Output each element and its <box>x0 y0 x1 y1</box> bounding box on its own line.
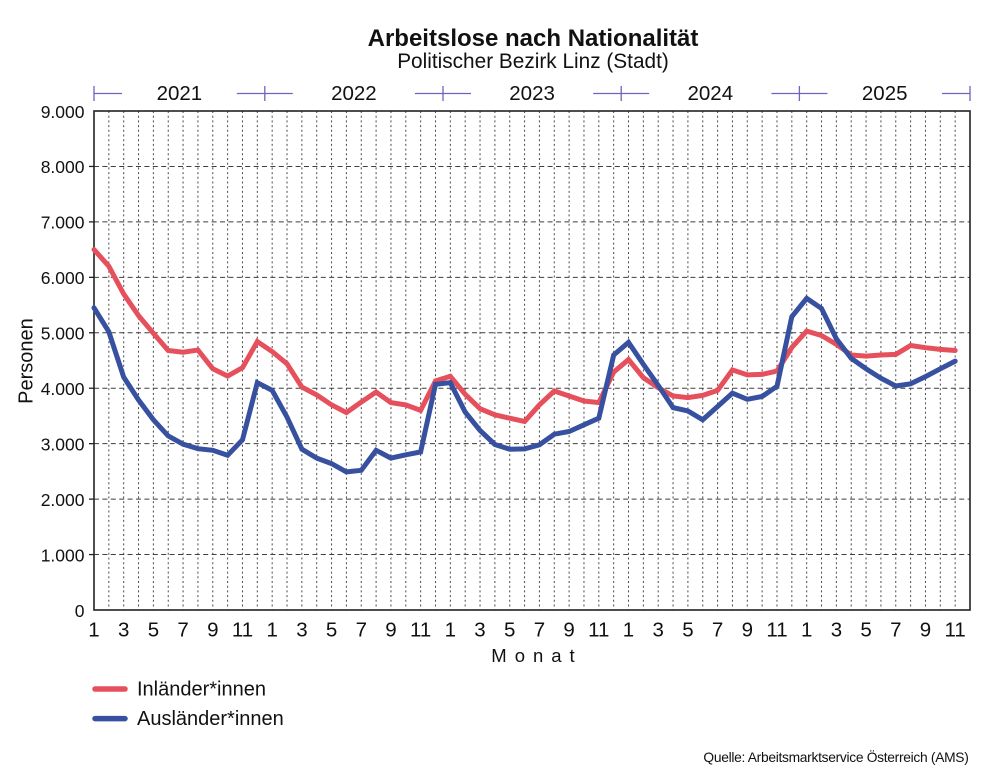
svg-text:8.000: 8.000 <box>41 157 85 177</box>
svg-text:2024: 2024 <box>687 82 733 105</box>
svg-text:Inländer*innen: Inländer*innen <box>137 679 266 701</box>
svg-text:7: 7 <box>356 619 367 642</box>
svg-text:9: 9 <box>207 619 218 642</box>
svg-text:11: 11 <box>588 619 609 642</box>
svg-text:5.000: 5.000 <box>41 324 85 344</box>
svg-text:Politischer Bezirk Linz (Stadt: Politischer Bezirk Linz (Stadt) <box>397 50 669 73</box>
svg-text:5: 5 <box>682 619 693 642</box>
svg-text:Monat: Monat <box>491 645 582 666</box>
svg-text:1: 1 <box>88 619 99 642</box>
svg-text:0: 0 <box>75 601 85 621</box>
svg-text:3: 3 <box>296 619 307 642</box>
svg-text:7.000: 7.000 <box>41 213 85 233</box>
svg-text:9.000: 9.000 <box>41 102 85 122</box>
svg-text:6.000: 6.000 <box>41 268 85 288</box>
svg-text:3.000: 3.000 <box>41 435 85 455</box>
svg-text:Ausländer*innen: Ausländer*innen <box>137 708 284 730</box>
svg-text:11: 11 <box>766 619 787 642</box>
svg-text:9: 9 <box>563 619 574 642</box>
svg-text:2022: 2022 <box>331 82 377 105</box>
svg-text:7: 7 <box>712 619 723 642</box>
svg-text:9: 9 <box>385 619 396 642</box>
svg-text:Arbeitslose nach Nationalität: Arbeitslose nach Nationalität <box>368 25 699 52</box>
svg-text:Quelle: Arbeitsmarktservice Ös: Quelle: Arbeitsmarktservice Österreich (… <box>703 748 968 765</box>
svg-text:9: 9 <box>920 619 931 642</box>
svg-text:7: 7 <box>177 619 188 642</box>
svg-text:11: 11 <box>232 619 253 642</box>
svg-text:4.000: 4.000 <box>41 379 85 399</box>
svg-text:1: 1 <box>623 619 634 642</box>
svg-text:3: 3 <box>474 619 485 642</box>
svg-text:7: 7 <box>534 619 545 642</box>
svg-text:11: 11 <box>945 619 966 642</box>
svg-text:5: 5 <box>860 619 871 642</box>
svg-text:2025: 2025 <box>862 82 908 105</box>
svg-text:3: 3 <box>652 619 663 642</box>
svg-text:2021: 2021 <box>157 82 203 105</box>
svg-text:9: 9 <box>742 619 753 642</box>
svg-text:5: 5 <box>326 619 337 642</box>
svg-text:1.000: 1.000 <box>41 545 85 565</box>
svg-text:5: 5 <box>148 619 159 642</box>
svg-text:3: 3 <box>831 619 842 642</box>
svg-text:11: 11 <box>410 619 431 642</box>
svg-text:5: 5 <box>504 619 515 642</box>
svg-text:2023: 2023 <box>509 82 555 105</box>
svg-text:7: 7 <box>890 619 901 642</box>
svg-text:Personen: Personen <box>16 318 38 404</box>
svg-text:3: 3 <box>118 619 129 642</box>
svg-text:1: 1 <box>445 619 456 642</box>
svg-text:1: 1 <box>801 619 812 642</box>
svg-text:1: 1 <box>266 619 277 642</box>
svg-text:2.000: 2.000 <box>41 490 85 510</box>
